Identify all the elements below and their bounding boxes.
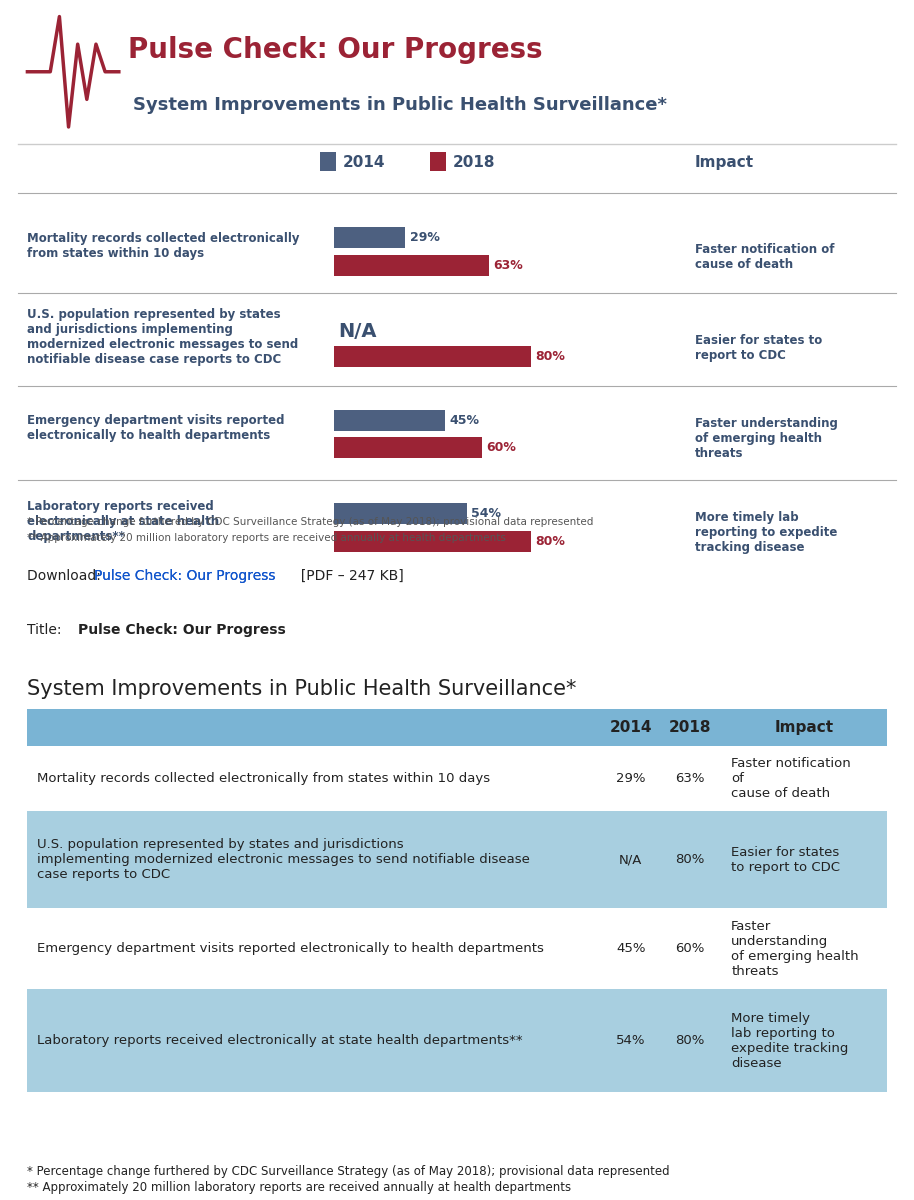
Text: 2018: 2018 [452,155,494,170]
Text: Mortality records collected electronically from states within 10 days: Mortality records collected electronical… [37,773,490,785]
Text: System Improvements in Public Health Surveillance*: System Improvements in Public Health Sur… [133,96,666,114]
Text: Download:: Download: [27,569,106,583]
Text: ** Approximately 20 million laboratory reports are received annually at health d: ** Approximately 20 million laboratory r… [27,1181,571,1194]
Text: Laboratory reports received electronically at state health departments**: Laboratory reports received electronical… [37,1034,522,1048]
Text: 2014: 2014 [343,155,385,170]
Text: * Percentage change furthered by CDC Surveillance Strategy (as of May 2018); pro: * Percentage change furthered by CDC Sur… [27,1165,670,1178]
Bar [334,256,489,276]
Text: Pulse Check: Our Progress: Pulse Check: Our Progress [94,569,276,583]
Bar [334,504,467,524]
Text: Faster
understanding
of emerging health
threats: Faster understanding of emerging health … [731,920,859,978]
Text: Impact: Impact [695,155,754,170]
Text: Mortality records collected electronically
from states within 10 days: Mortality records collected electronical… [27,232,300,259]
Text: Emergency department visits reported
electronically to health departments: Emergency department visits reported ele… [27,414,285,442]
Bar [27,908,887,989]
Text: 80%: 80% [675,853,705,866]
Bar [27,811,887,908]
Text: 63%: 63% [675,773,705,785]
Text: 45%: 45% [616,942,645,955]
Text: 63%: 63% [494,259,524,272]
Text: Easier for states
to report to CDC: Easier for states to report to CDC [731,846,840,874]
Text: 60%: 60% [675,942,705,955]
Text: 54%: 54% [616,1034,645,1048]
Text: Faster notification of
cause of death: Faster notification of cause of death [695,242,834,271]
Bar [320,151,336,172]
Bar [334,228,405,248]
Text: Impact: Impact [775,720,834,734]
Bar [334,346,531,367]
Bar [334,437,482,458]
Text: 54%: 54% [472,508,502,521]
Bar [27,989,887,1092]
Text: Pulse Check: Our Progress: Pulse Check: Our Progress [78,623,285,637]
Text: Laboratory reports received
electronically at state health
departments**: Laboratory reports received electronical… [27,500,219,544]
Text: System Improvements in Public Health Surveillance*: System Improvements in Public Health Sur… [27,679,577,698]
Text: 29%: 29% [409,232,440,245]
Text: U.S. population represented by states and jurisdictions
implementing modernized : U.S. population represented by states an… [37,839,529,881]
Text: * Percentage change furthered by CDC Surveillance Strategy (as of May 2018); pro: * Percentage change furthered by CDC Sur… [27,517,594,527]
Text: ** Approximately 20 million laboratory reports are received annually at health d: ** Approximately 20 million laboratory r… [27,533,506,544]
Text: Faster notification
of
cause of death: Faster notification of cause of death [731,757,851,800]
Text: 2018: 2018 [669,720,711,734]
Text: Easier for states to
report to CDC: Easier for states to report to CDC [695,334,822,361]
Text: Title:: Title: [27,623,67,637]
Text: More timely
lab reporting to
expedite tracking
disease: More timely lab reporting to expedite tr… [731,1012,848,1069]
Text: 29%: 29% [616,773,645,785]
Bar [27,746,887,811]
Text: 80%: 80% [675,1034,705,1048]
Bar [430,151,446,172]
Text: Pulse Check: Our Progress: Pulse Check: Our Progress [128,36,543,64]
Text: N/A: N/A [619,853,643,866]
Text: Emergency department visits reported electronically to health departments: Emergency department visits reported ele… [37,942,544,955]
Text: More timely lab
reporting to expedite
tracking disease: More timely lab reporting to expedite tr… [695,511,837,554]
Text: 80%: 80% [536,535,566,548]
Text: 80%: 80% [536,350,566,364]
Text: 45%: 45% [450,414,479,426]
Text: 60%: 60% [486,442,516,454]
Bar [334,532,531,552]
Text: U.S. population represented by states
and jurisdictions implementing
modernized : U.S. population represented by states an… [27,307,299,366]
Bar [27,708,887,746]
Text: N/A: N/A [338,322,377,341]
Bar [334,409,444,431]
Text: [PDF – 247 KB]: [PDF – 247 KB] [292,569,404,583]
Text: 2014: 2014 [610,720,652,734]
Text: Pulse Check: Our Progress: Pulse Check: Our Progress [94,569,276,583]
Text: Faster understanding
of emerging health
threats: Faster understanding of emerging health … [695,418,837,461]
